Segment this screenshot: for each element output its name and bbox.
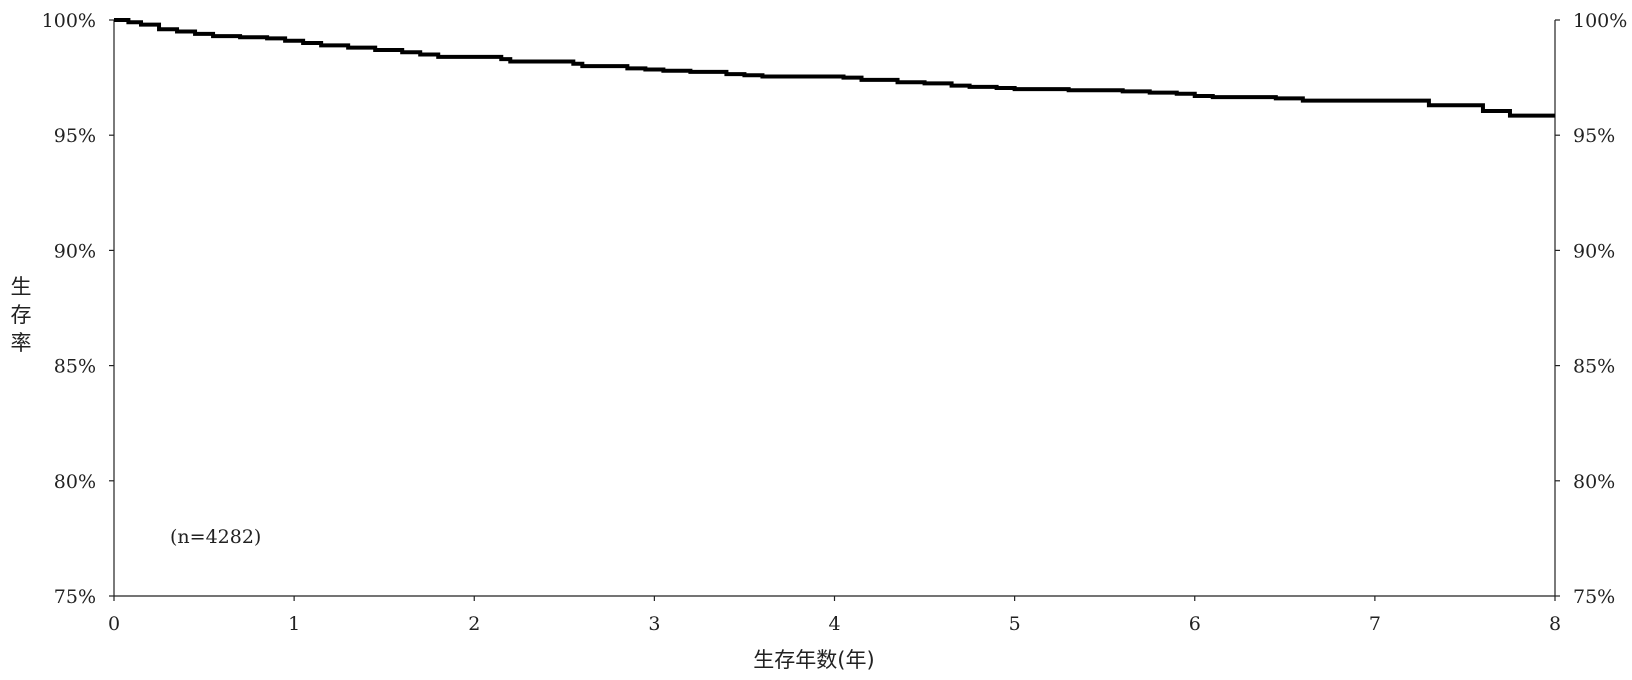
left-y-tick-label: 90%: [54, 240, 96, 262]
x-tick-label: 7: [1369, 613, 1381, 635]
right-y-tick-label: 95%: [1573, 125, 1615, 147]
x-tick-label: 4: [828, 613, 840, 635]
y-axis-title-char: 率: [11, 331, 32, 355]
y-axis-title-char: 存: [11, 303, 32, 327]
left-y-tick-label: 100%: [42, 10, 96, 32]
left-y-tick-label: 95%: [54, 125, 96, 147]
x-tick-label: 0: [108, 613, 120, 635]
right-y-tick-label: 80%: [1573, 471, 1615, 493]
left-y-tick-label: 80%: [54, 471, 96, 493]
left-y-tick-label: 85%: [54, 356, 96, 378]
right-y-tick-label: 100%: [1573, 10, 1627, 32]
x-tick-label: 2: [468, 613, 480, 635]
right-y-tick-label: 85%: [1573, 356, 1615, 378]
right-y-axis: 75% 80% 85% 90% 95% 100%: [1555, 10, 1627, 608]
x-tick-label: 1: [288, 613, 300, 635]
y-axis-title: 生存率: [11, 275, 32, 355]
x-tick-label: 3: [648, 613, 660, 635]
right-y-tick-label: 75%: [1573, 586, 1615, 608]
y-axis-title-char: 生: [11, 275, 32, 299]
x-tick-label: 8: [1549, 613, 1561, 635]
left-y-axis: 75% 80% 85% 90% 95% 100%: [42, 10, 114, 608]
plot-frame: [113, 20, 1556, 597]
right-y-tick-label: 90%: [1573, 240, 1615, 262]
x-axis: 0 1 2 3 4 5 6 7 8: [108, 596, 1561, 635]
x-tick-label: 5: [1009, 613, 1021, 635]
left-y-tick-label: 75%: [54, 586, 96, 608]
sample-size-annotation: (n=4282): [170, 526, 261, 548]
survival-curve: [114, 18, 1555, 118]
x-axis-title: 生存年数(年): [753, 648, 874, 672]
x-tick-label: 6: [1189, 613, 1201, 635]
